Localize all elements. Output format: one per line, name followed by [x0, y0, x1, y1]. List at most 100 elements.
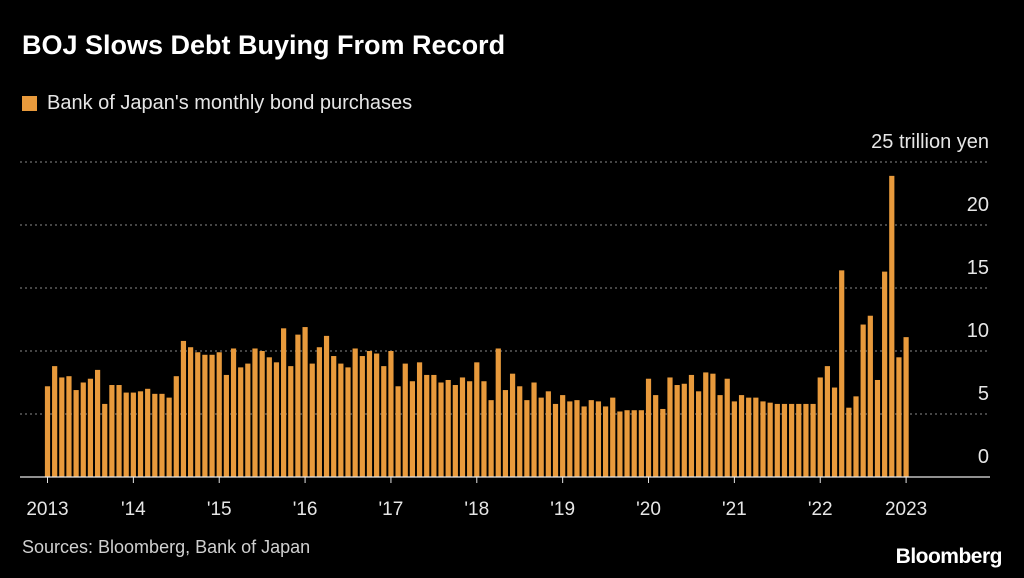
legend-swatch: [22, 95, 37, 111]
bar: [509, 373, 516, 477]
bar: [359, 356, 365, 477]
bar: [710, 373, 716, 477]
x-tick-label: '22: [808, 499, 833, 520]
bar: [831, 387, 838, 477]
bar: [567, 401, 573, 477]
bar: [595, 401, 602, 477]
bar: [409, 381, 416, 477]
bar: [903, 337, 909, 477]
bar: [459, 377, 466, 477]
bar: [66, 376, 72, 477]
source-note: Sources: Bloomberg, Bank of Japan: [22, 537, 311, 557]
bar: [731, 401, 737, 477]
bar: [295, 334, 301, 477]
bar: [352, 348, 358, 477]
bar: [488, 400, 494, 477]
bar: [302, 327, 308, 477]
x-tick-label: '17: [379, 499, 404, 520]
bar: [560, 395, 566, 477]
bar: [44, 386, 51, 477]
x-tick-label: '18: [464, 499, 489, 520]
bar: [617, 411, 623, 477]
bar: [860, 324, 866, 477]
bar: [202, 354, 208, 477]
bar: [137, 391, 144, 477]
bar: [767, 402, 773, 477]
y-tick-label: 25 trillion yen: [871, 131, 989, 153]
bar: [467, 381, 473, 477]
bar: [502, 390, 509, 477]
bar: [853, 396, 859, 477]
bar: [94, 369, 101, 477]
bar: [52, 366, 58, 477]
bar: [416, 362, 423, 477]
bar: [638, 410, 644, 477]
bar: [774, 403, 780, 477]
bar: [395, 386, 401, 477]
bloomberg-logo: Bloomberg: [895, 545, 1003, 568]
bar: [180, 340, 187, 477]
bar: [717, 395, 723, 477]
bar: [245, 363, 251, 477]
bar: [882, 271, 888, 477]
bar: [667, 377, 673, 477]
bar: [552, 403, 559, 477]
bar: [152, 393, 158, 477]
bar: [145, 388, 151, 477]
legend-label: Bank of Japan's monthly bond purchases: [47, 91, 413, 114]
bar: [645, 378, 652, 477]
bar: [123, 392, 129, 477]
bar: [746, 397, 752, 477]
bar: [789, 403, 795, 477]
bar: [73, 390, 79, 477]
bar: [610, 397, 616, 477]
y-tick-label: 10: [967, 320, 989, 342]
y-tick-label: 15: [967, 257, 989, 279]
legend: Bank of Japan's monthly bond purchases: [22, 90, 412, 116]
bar: [653, 395, 659, 477]
x-tick-label: 2013: [26, 499, 68, 520]
bar: [102, 403, 108, 477]
bar: [345, 367, 351, 477]
bar: [624, 410, 630, 477]
bar: [338, 363, 344, 477]
bar: [209, 354, 215, 477]
bar: [331, 356, 337, 477]
bar: [796, 403, 802, 477]
bar: [266, 357, 272, 477]
bar: [681, 383, 687, 477]
bar: [316, 347, 322, 477]
bar: [223, 374, 229, 477]
bar: [574, 400, 580, 477]
bar: [159, 393, 165, 477]
bar: [588, 400, 594, 477]
bar: [238, 367, 244, 477]
bar: [388, 351, 394, 477]
bar: [109, 385, 115, 477]
bar: [738, 395, 745, 477]
bar: [724, 378, 730, 477]
bar: [696, 391, 702, 477]
bar: [602, 406, 609, 477]
bar: [309, 363, 315, 477]
bar: [166, 397, 172, 477]
bar: [431, 374, 437, 477]
x-tick-label: '19: [550, 499, 575, 520]
chart-title: BOJ Slows Debt Buying From Record: [22, 30, 506, 60]
bar: [753, 397, 759, 477]
bar: [323, 335, 330, 477]
bar: [230, 348, 237, 477]
bar: [374, 353, 380, 477]
bar: [810, 403, 816, 477]
bar: [495, 348, 501, 477]
bar: [188, 347, 194, 477]
bar: [545, 391, 551, 477]
x-tick-label: '20: [636, 499, 661, 520]
bar: [130, 392, 136, 477]
x-tick-label: '21: [722, 499, 747, 520]
bar: [688, 374, 695, 477]
bar: [273, 362, 280, 477]
x-tick-label: '16: [293, 499, 318, 520]
bar: [116, 385, 122, 477]
